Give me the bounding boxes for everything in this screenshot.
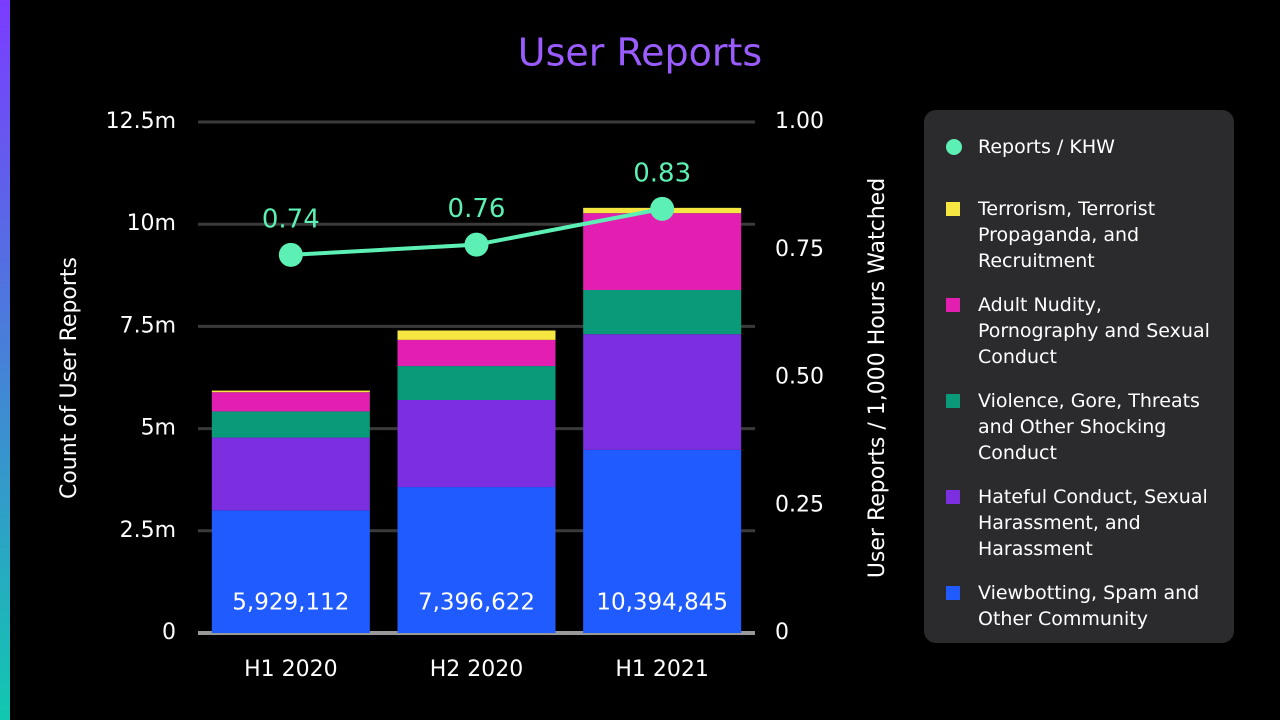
y2-axis-label: User Reports / 1,000 Hours Watched [865, 178, 890, 578]
x-tick-label: H1 2020 [244, 657, 338, 682]
line-value-label: 0.83 [633, 158, 691, 188]
y-axis-label: Count of User Reports [57, 257, 82, 499]
line-marker [464, 232, 489, 257]
legend-item: Viewbotting, Spam and Other Community [944, 580, 1216, 632]
total-label: 5,929,112 [232, 590, 349, 616]
line-value-label: 0.76 [448, 194, 506, 224]
y-tick-label: 12.5m [106, 109, 176, 134]
total-label: 10,394,845 [596, 590, 728, 616]
legend-label: Terrorism, Terrorist Propaganda, and Rec… [978, 198, 1156, 272]
y2-tick-label: 0 [775, 620, 789, 645]
line-marker [650, 196, 675, 221]
legend-swatch [946, 586, 960, 600]
legend-label: Reports / KHW [978, 136, 1115, 158]
legend-item: Terrorism, Terrorist Propaganda, and Rec… [944, 196, 1216, 274]
y2-tick-label: 1.00 [775, 109, 824, 134]
bar-segment [397, 366, 556, 400]
y2-tick-label: 0.25 [775, 492, 824, 517]
legend-swatch [946, 202, 960, 216]
accent-stripe [0, 0, 10, 720]
y-tick-label: 7.5m [120, 313, 176, 338]
y2-tick-label: 0.75 [775, 237, 824, 262]
legend-swatch [946, 139, 962, 155]
bar-segment [583, 290, 742, 335]
total-label: 7,396,622 [418, 590, 535, 616]
y-tick-label: 0 [162, 620, 176, 645]
legend-swatch [946, 394, 960, 408]
legend-item: Reports / KHW [944, 134, 1216, 160]
bar-segment [397, 399, 556, 488]
line-marker [278, 242, 303, 267]
x-tick-label: H1 2021 [615, 657, 709, 682]
bar-segment [397, 487, 556, 633]
bar-segment [397, 339, 556, 367]
bar-segment [211, 510, 370, 633]
legend: Reports / KHW Terrorism, Terrorist Propag… [924, 110, 1234, 643]
legend-item: Violence, Gore, Threats and Other Shocki… [944, 388, 1216, 466]
legend-item: Adult Nudity, Pornography and Sexual Con… [944, 292, 1216, 370]
chart: User Reports Count of User Reports User … [57, 31, 890, 683]
legend-swatch [946, 298, 960, 312]
y2-tick-label: 0.50 [775, 365, 824, 390]
bar-segment [583, 334, 742, 450]
y-tick-label: 5m [141, 416, 176, 441]
legend-label: Violence, Gore, Threats and Other Shocki… [978, 390, 1200, 464]
bar-segment [583, 449, 742, 633]
legend-label: Viewbotting, Spam and Other Community [978, 582, 1200, 630]
legend-item: Hateful Conduct, Sexual Harassment, and … [944, 484, 1216, 562]
legend-swatch [946, 490, 960, 504]
bar-segment [211, 392, 370, 412]
bar-segment [397, 330, 556, 340]
x-tick-label: H2 2020 [430, 657, 524, 682]
bar-segment [211, 390, 370, 393]
bar-segment [583, 213, 742, 291]
line-value-label: 0.74 [262, 204, 320, 234]
y-tick-label: 10m [127, 211, 176, 236]
y-tick-label: 2.5m [120, 518, 176, 543]
legend-label: Hateful Conduct, Sexual Harassment, and … [978, 486, 1208, 560]
bar-segment [211, 411, 370, 438]
legend-label: Adult Nudity, Pornography and Sexual Con… [978, 294, 1210, 368]
bar-segment [211, 437, 370, 511]
chart-title: User Reports [518, 31, 762, 75]
